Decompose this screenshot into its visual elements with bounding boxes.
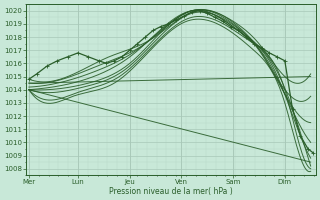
X-axis label: Pression niveau de la mer( hPa ): Pression niveau de la mer( hPa ) xyxy=(109,187,233,196)
